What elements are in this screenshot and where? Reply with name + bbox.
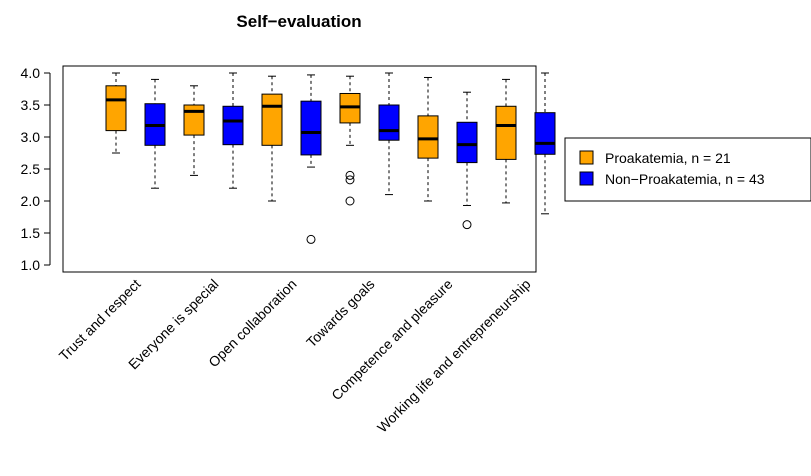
outlier-point bbox=[462, 220, 472, 230]
x-category-label: Open collaboration bbox=[205, 276, 299, 370]
box-0-5 bbox=[495, 78, 517, 204]
outlier-point bbox=[306, 234, 316, 244]
box-body bbox=[183, 104, 205, 136]
chart-title: Self−evaluation bbox=[236, 12, 361, 31]
x-category-label: Towards goals bbox=[303, 276, 378, 351]
outlier-point bbox=[345, 196, 355, 206]
y-tick-label: 2.0 bbox=[21, 193, 41, 209]
box-1-2 bbox=[300, 74, 322, 244]
box-body bbox=[261, 93, 283, 146]
box-body bbox=[300, 100, 322, 156]
box-1-0 bbox=[144, 78, 166, 189]
outlier-point bbox=[345, 175, 355, 185]
x-category-label: Working life and entrepreneurship bbox=[374, 276, 534, 436]
box-1-3 bbox=[378, 72, 400, 196]
legend-frame bbox=[564, 137, 811, 202]
box-body bbox=[222, 105, 244, 146]
y-tick-label: 3.5 bbox=[21, 97, 41, 113]
legend-swatch-proakatemia bbox=[579, 150, 594, 165]
y-tick-label: 3.0 bbox=[21, 129, 41, 145]
box-body bbox=[417, 115, 439, 159]
box-0-3 bbox=[339, 75, 361, 206]
x-category-label: Trust and respect bbox=[56, 276, 144, 364]
y-axis: 1.0 1.5 2.0 2.5 3.0 3.5 4.0 bbox=[21, 65, 51, 273]
box-body bbox=[534, 112, 556, 155]
legend-label-proakatemia: Proakatemia, n = 21 bbox=[605, 150, 731, 166]
box-0-4 bbox=[417, 76, 439, 202]
boxes-group bbox=[105, 72, 556, 244]
legend-label-non-proakatemia: Non−Proakatemia, n = 43 bbox=[605, 171, 765, 187]
legend-swatch-non-proakatemia bbox=[579, 171, 594, 186]
box-body bbox=[105, 85, 127, 132]
y-tick-label: 2.5 bbox=[21, 161, 41, 177]
box-1-1 bbox=[222, 72, 244, 189]
box-0-2 bbox=[261, 75, 283, 202]
box-0-1 bbox=[183, 85, 205, 176]
y-tick-label: 1.0 bbox=[21, 257, 41, 273]
box-1-4 bbox=[456, 91, 478, 230]
legend: Proakatemia, n = 21 Non−Proakatemia, n =… bbox=[564, 137, 811, 202]
box-1-5 bbox=[534, 72, 556, 215]
box-body bbox=[456, 121, 478, 164]
y-tick-label: 4.0 bbox=[21, 65, 41, 81]
box-body bbox=[378, 104, 400, 141]
y-tick-label: 1.5 bbox=[21, 225, 41, 241]
box-0-0 bbox=[105, 72, 127, 154]
box-body bbox=[495, 105, 517, 160]
plot-frame bbox=[62, 65, 537, 273]
outlier-point bbox=[345, 170, 355, 180]
